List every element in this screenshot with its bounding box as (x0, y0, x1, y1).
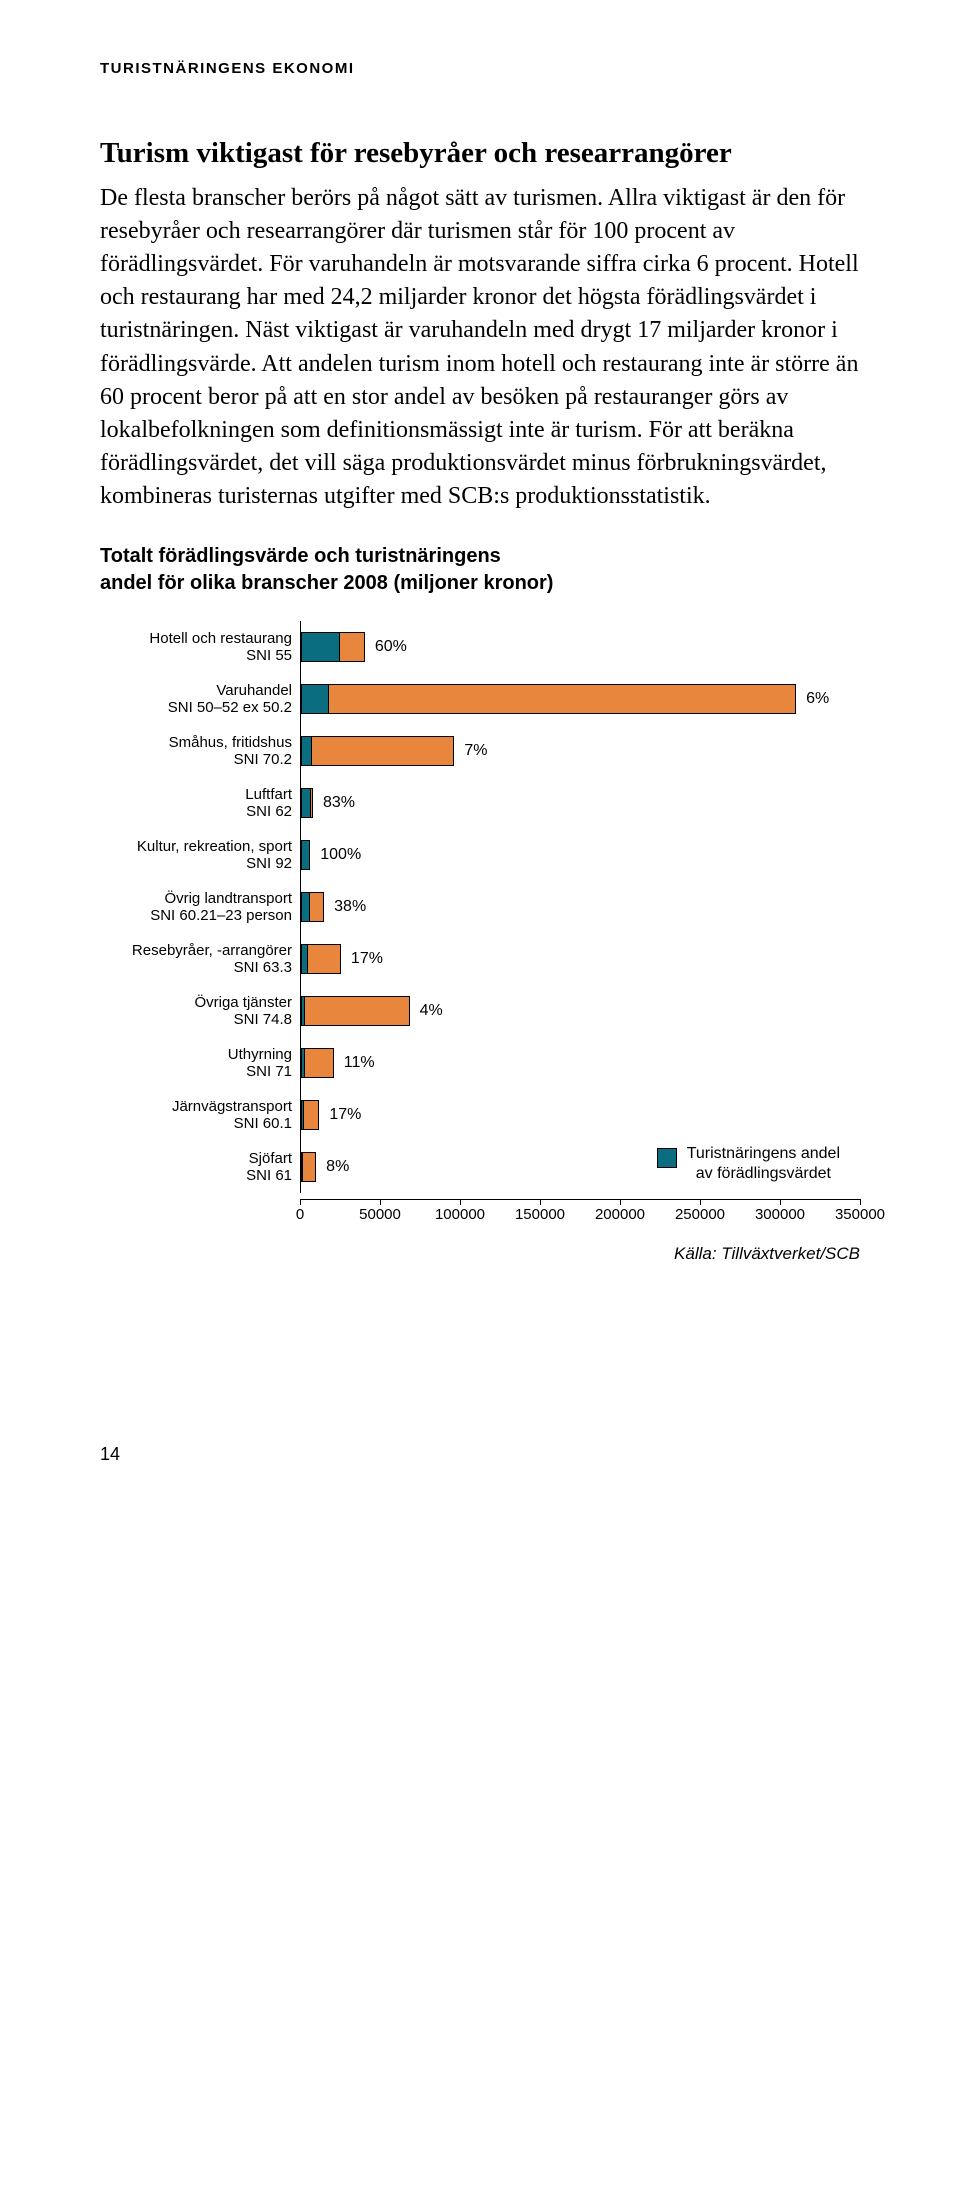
bar-total (301, 1152, 316, 1182)
bar-tourism (301, 840, 310, 870)
bar-row: 100% (301, 829, 860, 881)
bar-tourism (301, 944, 308, 974)
bar-total (301, 736, 454, 766)
y-axis-labels: Hotell och restaurangSNI 55VaruhandelSNI… (100, 621, 300, 1193)
heading: Turism viktigast för resebyråer och rese… (100, 137, 860, 170)
x-tick-label: 300000 (755, 1206, 805, 1223)
bar-percent-label: 6% (806, 690, 829, 708)
x-tick-label: 100000 (435, 1206, 485, 1223)
legend: Turistnäringens andel av förädlingsvärde… (657, 1144, 840, 1186)
bar-percent-label: 4% (420, 1002, 443, 1020)
page-number: 14 (100, 1444, 860, 1465)
bar-tourism (301, 1152, 303, 1182)
bar-tourism (301, 1048, 305, 1078)
bar-total (301, 1048, 334, 1078)
y-label: Övrig landtransportSNI 60.21–23 person (100, 881, 292, 933)
y-label: JärnvägstransportSNI 60.1 (100, 1089, 292, 1141)
y-label: LuftfartSNI 62 (100, 777, 292, 829)
bar-tourism (301, 996, 305, 1026)
x-tick-label: 0 (296, 1206, 304, 1223)
bar-percent-label: 38% (334, 898, 366, 916)
legend-line2: av förädlingsvärdet (687, 1164, 840, 1185)
bar-row: 4% (301, 985, 860, 1037)
bar-row: 7% (301, 725, 860, 777)
bar-percent-label: 83% (323, 794, 355, 812)
bar-chart: Hotell och restaurangSNI 55VaruhandelSNI… (100, 621, 860, 1230)
y-label: Resebyråer, -arrangörerSNI 63.3 (100, 933, 292, 985)
bar-row: 6% (301, 673, 860, 725)
bar-tourism (301, 632, 340, 662)
bar-row: 38% (301, 881, 860, 933)
chart-title-line1: Totalt förädlingsvärde och turistnäringe… (100, 543, 860, 570)
bar-percent-label: 17% (351, 950, 383, 968)
y-label: Övriga tjänsterSNI 74.8 (100, 985, 292, 1037)
chart-title: Totalt förädlingsvärde och turistnäringe… (100, 543, 860, 597)
bar-percent-label: 100% (320, 846, 361, 864)
bar-percent-label: 60% (375, 638, 407, 656)
bar-tourism (301, 788, 311, 818)
bar-row: 11% (301, 1037, 860, 1089)
bar-row: 60% (301, 621, 860, 673)
bar-row: 83% (301, 777, 860, 829)
y-label: Hotell och restaurangSNI 55 (100, 621, 292, 673)
x-axis-ticks: 0500001000001500002000002500003000003500… (300, 1200, 860, 1230)
section-tag: TURISTNÄRINGENS EKONOMI (100, 60, 860, 77)
bar-tourism (301, 684, 329, 714)
y-label: Småhus, fritidshusSNI 70.2 (100, 725, 292, 777)
bar-total (301, 684, 796, 714)
bar-percent-label: 7% (464, 742, 487, 760)
bar-row: 17% (301, 1089, 860, 1141)
bar-percent-label: 11% (344, 1054, 375, 1072)
x-tick-label: 200000 (595, 1206, 645, 1223)
legend-swatch (657, 1148, 677, 1168)
x-tick-label: 150000 (515, 1206, 565, 1223)
y-label: VaruhandelSNI 50–52 ex 50.2 (100, 673, 292, 725)
bar-percent-label: 8% (326, 1158, 349, 1176)
y-label: SjöfartSNI 61 (100, 1141, 292, 1193)
chart-source: Källa: Tillväxtverket/SCB (100, 1244, 860, 1264)
bar-tourism (301, 892, 310, 922)
y-label: UthyrningSNI 71 (100, 1037, 292, 1089)
x-tick-label: 50000 (359, 1206, 401, 1223)
x-tick-label: 350000 (835, 1206, 885, 1223)
x-tick-label: 250000 (675, 1206, 725, 1223)
bar-tourism (301, 736, 312, 766)
bars-region: 60% 6% 7% 83% 100% 38% 17% 4% 11% 17% 8% Turistnär… (300, 621, 860, 1193)
y-label: Kultur, rekreation, sportSNI 92 (100, 829, 292, 881)
bar-percent-label: 17% (329, 1106, 361, 1124)
bar-row: 17% (301, 933, 860, 985)
bar-total (301, 996, 410, 1026)
legend-line1: Turistnäringens andel (687, 1144, 840, 1165)
body-text: De flesta branscher berörs på något sätt… (100, 182, 860, 513)
chart-title-line2: andel för olika branscher 2008 (miljoner… (100, 570, 860, 597)
bar-tourism (301, 1100, 304, 1130)
